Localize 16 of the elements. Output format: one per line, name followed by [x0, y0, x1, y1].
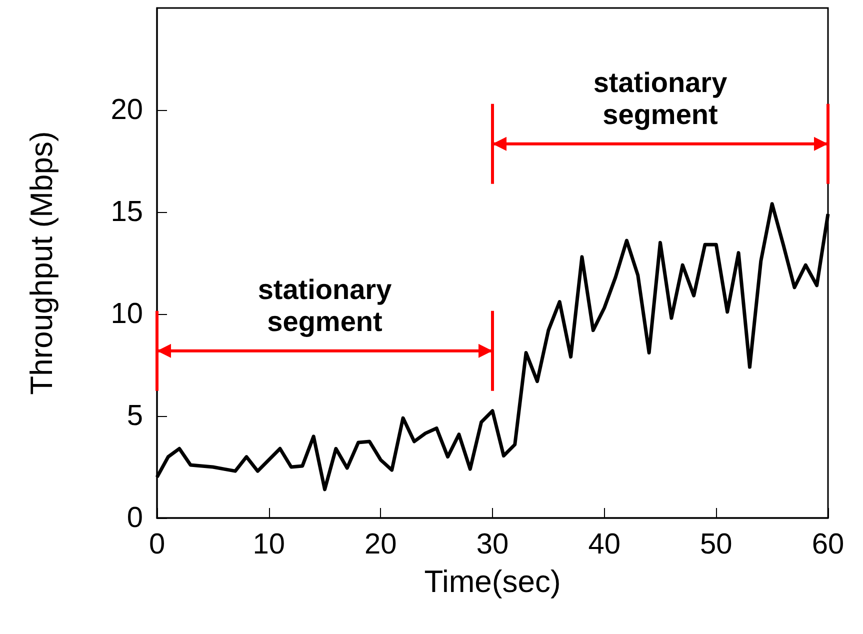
x-tick-label: 10: [252, 528, 285, 560]
annotation: stationary segment: [593, 66, 728, 130]
y-tick-label: 15: [110, 196, 143, 228]
y-axis-title: Throughput (Mbps): [24, 131, 59, 395]
y-tick-label: 0: [126, 502, 143, 534]
y-tick-label: 5: [126, 400, 143, 432]
x-tick-label: 0: [148, 528, 166, 560]
x-tick-label: 40: [588, 528, 620, 560]
y-tick-label: 10: [110, 298, 143, 330]
x-axis-title: Time(sec): [424, 564, 561, 599]
x-tick-label: 50: [700, 528, 732, 560]
annotation: stationary segment: [258, 274, 392, 337]
x-tick-label: 60: [812, 528, 844, 560]
x-tick-label: 30: [476, 528, 509, 560]
y-tick-label: 20: [110, 94, 143, 126]
x-tick-label: 20: [364, 528, 397, 560]
